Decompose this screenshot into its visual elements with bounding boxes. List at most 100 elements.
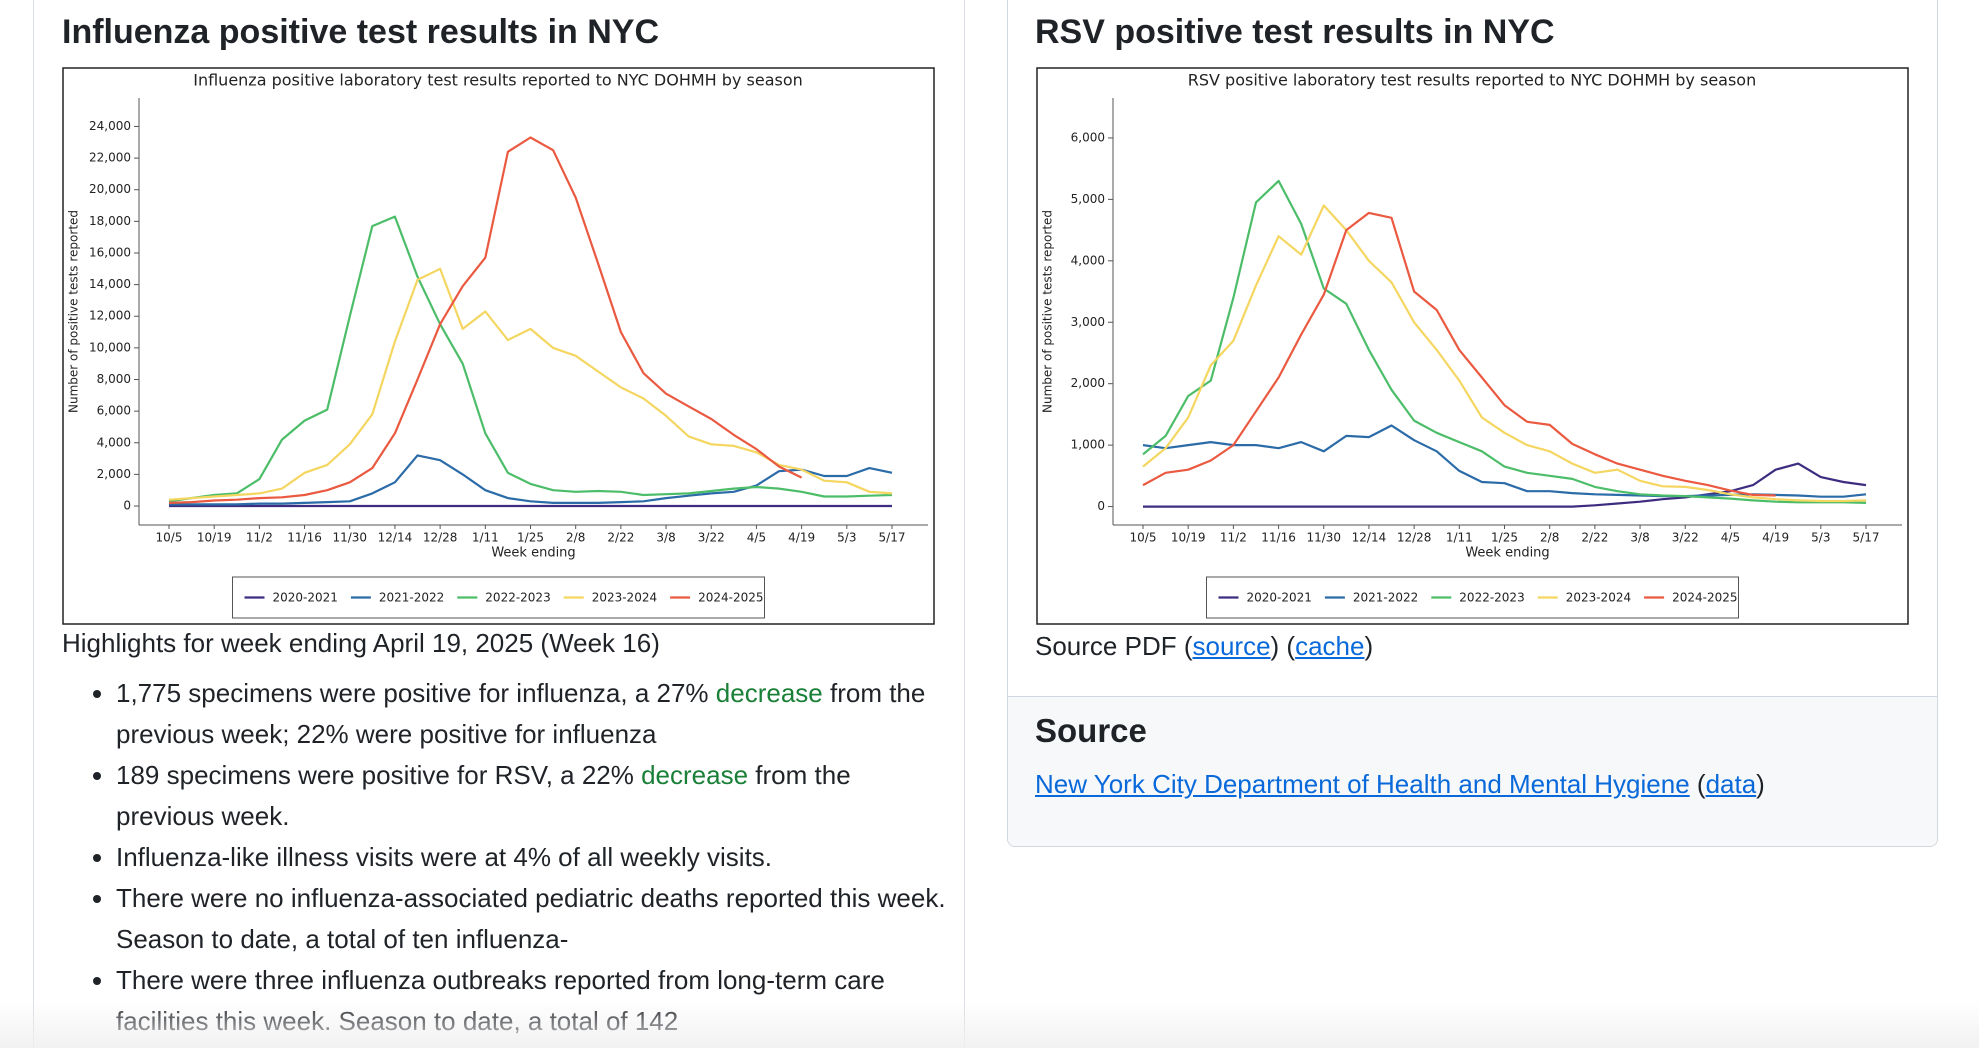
left-column — [33, 0, 965, 1048]
series-line — [1142, 179, 1867, 504]
y-tick-label: 20,000 — [89, 182, 131, 196]
x-tick-label: 11/2 — [1220, 531, 1247, 545]
legend-label: 2021-2022 — [379, 591, 444, 605]
x-tick-label: 11/16 — [287, 531, 322, 545]
source-link-line: New York City Department of Health and M… — [1035, 769, 1765, 800]
link[interactable]: source — [1192, 631, 1271, 661]
legend-label: 2023-2024 — [592, 591, 657, 605]
x-tick-label: 11/2 — [246, 531, 273, 545]
x-tick-label: 10/5 — [1130, 531, 1157, 545]
x-tick-label: 5/17 — [879, 531, 906, 545]
y-tick-label: 0 — [123, 499, 131, 513]
y-tick-label: 14,000 — [89, 277, 131, 291]
x-tick-label: 1/25 — [517, 531, 544, 545]
x-tick-label: 11/16 — [1261, 531, 1296, 545]
highlight-item: There were no influenza-associated pedia… — [116, 878, 948, 960]
text: 1,775 specimens were positive for influe… — [116, 678, 716, 708]
right-card — [1007, 0, 1938, 847]
x-tick-label: 3/8 — [1630, 531, 1649, 545]
x-axis-label: Week ending — [1465, 546, 1549, 561]
text: Source PDF ( — [1035, 631, 1193, 661]
x-tick-label: 1/11 — [472, 531, 499, 545]
x-tick-label: 10/19 — [197, 531, 232, 545]
y-tick-label: 0 — [1097, 499, 1105, 513]
y-tick-label: 10,000 — [89, 340, 131, 354]
text: ) — [1364, 631, 1374, 661]
chart-title: Influenza positive laboratory test resul… — [193, 71, 803, 90]
text: There were three influenza outbreaks rep… — [116, 965, 885, 1036]
series-line — [168, 215, 893, 503]
y-tick-label: 12,000 — [89, 309, 131, 323]
y-tick-label: 2,000 — [97, 467, 131, 481]
flu-chart: Influenza positive laboratory test resul… — [62, 67, 935, 625]
x-tick-label: 2/22 — [607, 531, 634, 545]
y-tick-label: 4,000 — [97, 435, 131, 449]
text: from the previous week. — [116, 760, 851, 831]
x-tick-label: 3/8 — [656, 531, 675, 545]
legend-box — [232, 576, 765, 619]
series-line — [169, 454, 893, 506]
x-axis-label: Week ending — [491, 546, 575, 561]
x-tick-label: 4/19 — [788, 531, 815, 545]
text: There were no influenza-associated pedia… — [116, 883, 946, 954]
link[interactable]: New York City Department of Health and M… — [1035, 769, 1690, 799]
source-heading: Source — [1035, 712, 1147, 749]
x-tick-label: 4/5 — [747, 531, 766, 545]
y-tick-label: 6,000 — [97, 404, 131, 418]
link[interactable]: cache — [1295, 631, 1365, 661]
text: from the previous week; 22% were positiv… — [116, 678, 926, 749]
y-tick-label: 8,000 — [97, 372, 131, 386]
x-tick-label: 2/8 — [566, 531, 585, 545]
text: ) ( — [1270, 631, 1296, 661]
y-tick-label: 16,000 — [89, 245, 131, 259]
legend-label: 2022-2023 — [485, 591, 550, 605]
legend-label: 2020-2021 — [1247, 591, 1312, 605]
highlights-list: 1,775 specimens were positive for influe… — [62, 673, 948, 1042]
text: Influenza-like illness visits were at 4%… — [116, 842, 773, 872]
chart-frame — [1036, 67, 1909, 625]
x-tick-label: 3/22 — [698, 531, 725, 545]
y-tick-label: 6,000 — [1071, 130, 1105, 144]
x-tick-label: 12/28 — [1397, 531, 1432, 545]
x-tick-label: 11/30 — [332, 531, 367, 545]
y-tick-label: 3,000 — [1071, 315, 1105, 329]
y-tick-label: 2,000 — [1071, 376, 1105, 390]
y-tick-label: 5,000 — [1071, 192, 1105, 206]
x-tick-label: 12/28 — [423, 531, 458, 545]
y-tick-label: 1,000 — [1071, 438, 1105, 452]
section-title: Influenza positive test results in NYC — [62, 13, 660, 51]
legend-label: 2023-2024 — [1566, 591, 1631, 605]
x-tick-label: 10/5 — [156, 531, 183, 545]
x-tick-label: 3/22 — [1672, 531, 1699, 545]
y-tick-label: 24,000 — [89, 119, 131, 133]
x-tick-label: 2/22 — [1581, 531, 1608, 545]
text: ) — [1756, 769, 1765, 799]
series-line — [1142, 211, 1776, 497]
y-axis-label: Number of positive tests reported — [1041, 210, 1055, 413]
x-tick-label: 5/3 — [1811, 531, 1830, 545]
series-line — [1143, 462, 1867, 508]
x-tick-label: 1/11 — [1446, 531, 1473, 545]
source-pdf-line: Source PDF (source) (cache) — [1035, 631, 1373, 662]
x-tick-label: 2/8 — [1540, 531, 1559, 545]
legend-label: 2021-2022 — [1353, 591, 1418, 605]
x-tick-label: 5/17 — [1853, 531, 1880, 545]
legend-label: 2022-2023 — [1459, 591, 1524, 605]
source-section — [1008, 696, 1937, 846]
section-title: RSV positive test results in NYC — [1035, 13, 1555, 51]
y-axis-label: Number of positive tests reported — [67, 210, 81, 413]
link[interactable]: data — [1705, 769, 1757, 799]
chart-frame — [62, 67, 935, 625]
y-tick-label: 22,000 — [89, 151, 131, 165]
chart-title: RSV positive laboratory test results rep… — [1188, 71, 1756, 90]
highlight-item: Influenza-like illness visits were at 4%… — [116, 837, 948, 878]
highlight-item: There were three influenza outbreaks rep… — [116, 960, 948, 1042]
legend-label: 2024-2025 — [1672, 591, 1737, 605]
highlight-item: 189 specimens were positive for RSV, a 2… — [116, 755, 948, 837]
y-tick-label: 4,000 — [1071, 253, 1105, 267]
x-tick-label: 10/19 — [1171, 531, 1206, 545]
legend-label: 2020-2021 — [273, 591, 338, 605]
highlight-item: 1,775 specimens were positive for influe… — [116, 673, 948, 755]
emphasis: decrease — [641, 760, 749, 790]
